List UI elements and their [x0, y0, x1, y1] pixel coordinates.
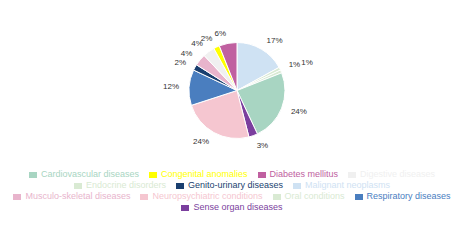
html-text:Malignant neoplasms: Malignant neoplasms: [305, 180, 391, 190]
svg-text:6%: 6%: [215, 29, 227, 38]
svg-text:1%: 1%: [289, 60, 301, 69]
html-text:Digestive diseases: Digestive diseases: [360, 169, 436, 179]
svg-text:1%: 1%: [301, 58, 313, 67]
svg-text:12%: 12%: [163, 82, 179, 91]
svg-text:24%: 24%: [291, 107, 307, 116]
svg-text:24%: 24%: [193, 137, 209, 146]
svg-text:4%: 4%: [181, 49, 193, 58]
html-text:Endocrine disorders: Endocrine disorders: [85, 180, 166, 190]
html-text:Respiratory diseases: Respiratory diseases: [366, 191, 451, 201]
svg-text:2%: 2%: [201, 34, 213, 43]
html-text:Musculo-skeletal diseases: Musculo-skeletal diseases: [25, 191, 131, 201]
html-text:Congenital anomalies: Congenital anomalies: [161, 169, 248, 179]
svg-text:2%: 2%: [175, 58, 187, 67]
html-text:Genito-urinary diseases: Genito-urinary diseases: [188, 180, 283, 190]
svg-text:4%: 4%: [191, 39, 203, 49]
html-text:Cardiovascular diseases: Cardiovascular diseases: [40, 169, 139, 179]
html-text:Diabetes mellitus: Diabetes mellitus: [269, 169, 338, 179]
svg-text:17%: 17%: [267, 36, 283, 45]
svg-text:3%: 3%: [257, 141, 269, 150]
html-text:Sense organ diseases: Sense organ diseases: [193, 202, 283, 212]
html-text:Neuropsychiatric conditions: Neuropsychiatric conditions: [152, 191, 263, 201]
html-text:Oral conditions: Oral conditions: [284, 191, 345, 201]
